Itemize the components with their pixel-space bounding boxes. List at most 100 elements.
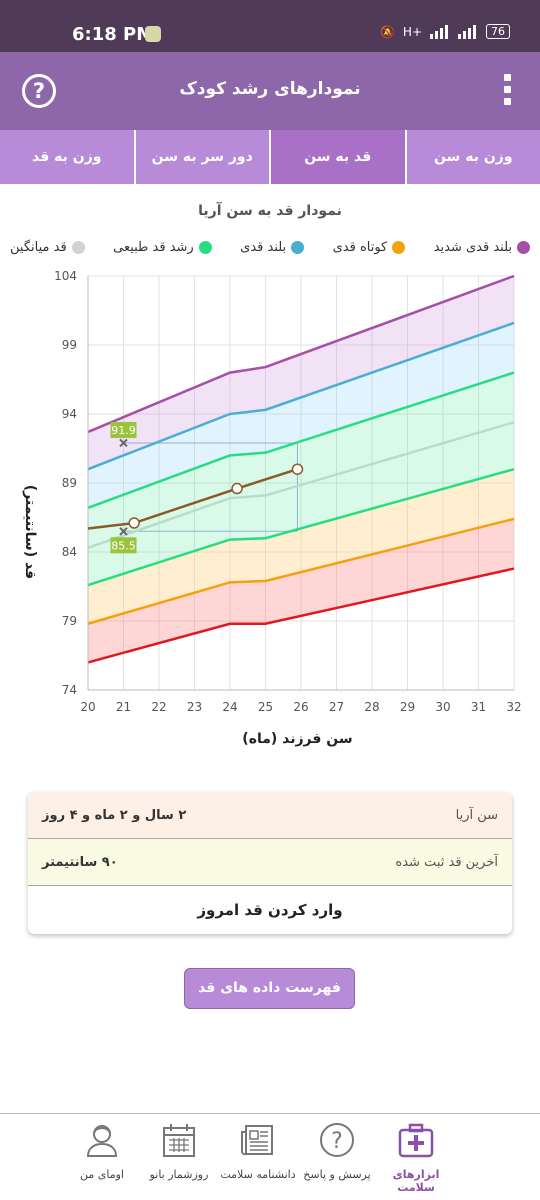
last-height-row: آخرین قد ثبت شده ۹۰ سانتیمتر	[28, 839, 512, 886]
legend-label: رشد قد طبیعی	[113, 240, 194, 255]
age-row: سن آریا ۲ سال و ۲ ماه و ۴ روز	[28, 792, 512, 839]
page-title: نمودارهای رشد کودک	[179, 79, 361, 99]
calendar-icon	[163, 1124, 195, 1157]
band-green-low-green-high	[88, 372, 514, 586]
x-tick-label: 30	[435, 700, 450, 712]
age-label: سن آریا	[455, 807, 498, 823]
legend-label: کوتاه قدی	[332, 240, 388, 255]
reference-marker-icon	[119, 438, 128, 448]
legend-item[interactable]: بلند قدی	[240, 240, 305, 255]
x-tick-label: 21	[116, 700, 131, 712]
y-tick-label: 104	[54, 269, 77, 283]
signal-icon-2	[458, 24, 478, 39]
height-for-age-chart[interactable]: 20 21 22 23 24 25 26 27 28 29 30 31 32 74 79 84 89 94 99 10…	[0, 262, 540, 712]
curve-green-high	[87, 371, 515, 510]
legend-dot	[517, 241, 530, 254]
child-data-point	[128, 517, 140, 529]
child-data-point	[291, 463, 304, 475]
x-tick-label: 22	[151, 700, 166, 712]
x-tick-label: 23	[187, 700, 202, 712]
tab-head-for-age[interactable]: دور سر به سن	[135, 130, 271, 184]
medical-kit-icon	[398, 1123, 434, 1158]
status-time: 6:18 PM	[72, 24, 155, 45]
nav-label: اومای من	[80, 1168, 124, 1181]
y-axis-label-text: قد (سانتیمتر)	[22, 485, 38, 579]
notification-app-icon	[145, 26, 161, 42]
band-red-orange	[88, 518, 514, 663]
nav-encyclopedia[interactable]: دانشنامه سلامت	[214, 1120, 302, 1181]
x-tick-label: 25	[258, 700, 273, 712]
x-tick-label: 29	[400, 700, 415, 712]
tab-weight-for-height[interactable]: وزن به قد	[0, 130, 136, 184]
last-height-label: آخرین قد ثبت شده	[395, 854, 498, 870]
legend-dot	[392, 241, 406, 254]
network-type: H+	[402, 24, 422, 39]
last-height-value: ۹۰ سانتیمتر	[42, 854, 118, 870]
child-data-point	[231, 482, 243, 495]
overflow-menu-button[interactable]	[504, 74, 512, 110]
profile-icon	[86, 1125, 118, 1157]
legend-item[interactable]: قد میانگین	[10, 240, 85, 255]
status-icons: 🔕 H+ 76	[380, 24, 510, 39]
nav-label: روزشمار بانو	[149, 1168, 209, 1181]
legend-item[interactable]: بلند قدی شدید	[434, 240, 530, 255]
newspaper-icon	[241, 1125, 273, 1156]
y-tick-label: 84	[62, 545, 77, 559]
x-tick-label: 24	[222, 700, 237, 712]
x-tick-label: 28	[364, 700, 379, 712]
nav-label: دانشنامه سلامت	[220, 1168, 296, 1181]
y-tick-label: 89	[62, 476, 77, 490]
signal-icon	[430, 24, 450, 39]
legend-dot	[291, 241, 305, 254]
status-bar: 6:18 PM 🔕 H+ 76	[0, 0, 540, 52]
nav-label: پرسش و پاسخ	[303, 1168, 371, 1181]
child-height-line	[87, 468, 298, 530]
chart-legend: بلند قدی شدید کوتاه قدی بلند قدی رشد قد …	[10, 240, 530, 255]
mute-icon: 🔕	[379, 24, 395, 39]
curve-mean	[87, 421, 515, 550]
height-data-list-button[interactable]: فهرست داده های قد آریا	[184, 968, 355, 1035]
nav-label: ابزارهای سلامت	[392, 1168, 440, 1194]
band-blue-purple	[88, 276, 514, 470]
nav-qa[interactable]: ? پرسش و پاسخ	[293, 1120, 381, 1181]
tab-height-for-age[interactable]: قد به سن	[271, 130, 407, 184]
y-tick-label: 94	[62, 407, 77, 421]
bottom-nav: ابزارهای سلامت ? پرسش و پاسخ دانشنامه سل…	[0, 1113, 540, 1200]
legend-label: قد میانگین	[10, 240, 67, 255]
curve-red	[87, 567, 515, 664]
legend-label: بلند قدی	[240, 240, 287, 255]
chart-title: نمودار قد به سن آریا	[198, 203, 342, 219]
legend-item[interactable]: کوتاه قدی	[333, 240, 406, 255]
legend-item[interactable]: رشد قد طبیعی	[113, 240, 212, 255]
nav-calendar[interactable]: روزشمار بانو	[135, 1120, 223, 1181]
band-orange-green-low	[88, 469, 514, 624]
y-tick-label: 74	[62, 683, 77, 697]
tab-weight-for-age[interactable]: وزن به سن	[406, 130, 540, 184]
legend-dot	[198, 241, 212, 254]
child-info-card: سن آریا ۲ سال و ۲ ماه و ۴ روز آخرین قد ث…	[28, 792, 512, 934]
svg-text:?: ?	[331, 1129, 343, 1154]
x-tick-label: 32	[506, 700, 521, 712]
band-green-high-blue	[88, 322, 514, 508]
reference-label: 85.5	[111, 539, 136, 552]
reference-label-box	[110, 537, 137, 554]
question-icon: ?	[320, 1123, 354, 1157]
curve-green-low	[87, 467, 515, 587]
nav-health-tools[interactable]: ابزارهای سلامت	[372, 1120, 460, 1194]
nav-profile[interactable]: اومای من	[58, 1120, 146, 1181]
battery-icon: 76	[486, 24, 510, 39]
x-tick-label: 27	[329, 700, 344, 712]
x-axis-label: سن فرزند (ماه)	[242, 731, 353, 747]
curve-blue	[87, 321, 515, 471]
curve-purple	[87, 274, 515, 434]
y-axis-label: قد (سانتیمتر)	[22, 485, 38, 579]
help-button[interactable]: ?	[22, 74, 56, 108]
age-value: ۲ سال و ۲ ماه و ۴ روز	[42, 807, 187, 823]
curve-orange	[87, 517, 515, 625]
x-tick-label: 26	[293, 700, 308, 712]
reference-marker-icon	[119, 527, 128, 536]
x-tick-label: 20	[80, 700, 95, 712]
x-tick-label: 31	[471, 700, 486, 712]
enter-today-height-button[interactable]: وارد کردن قد امروز	[197, 901, 343, 919]
y-tick-label: 99	[62, 338, 77, 352]
